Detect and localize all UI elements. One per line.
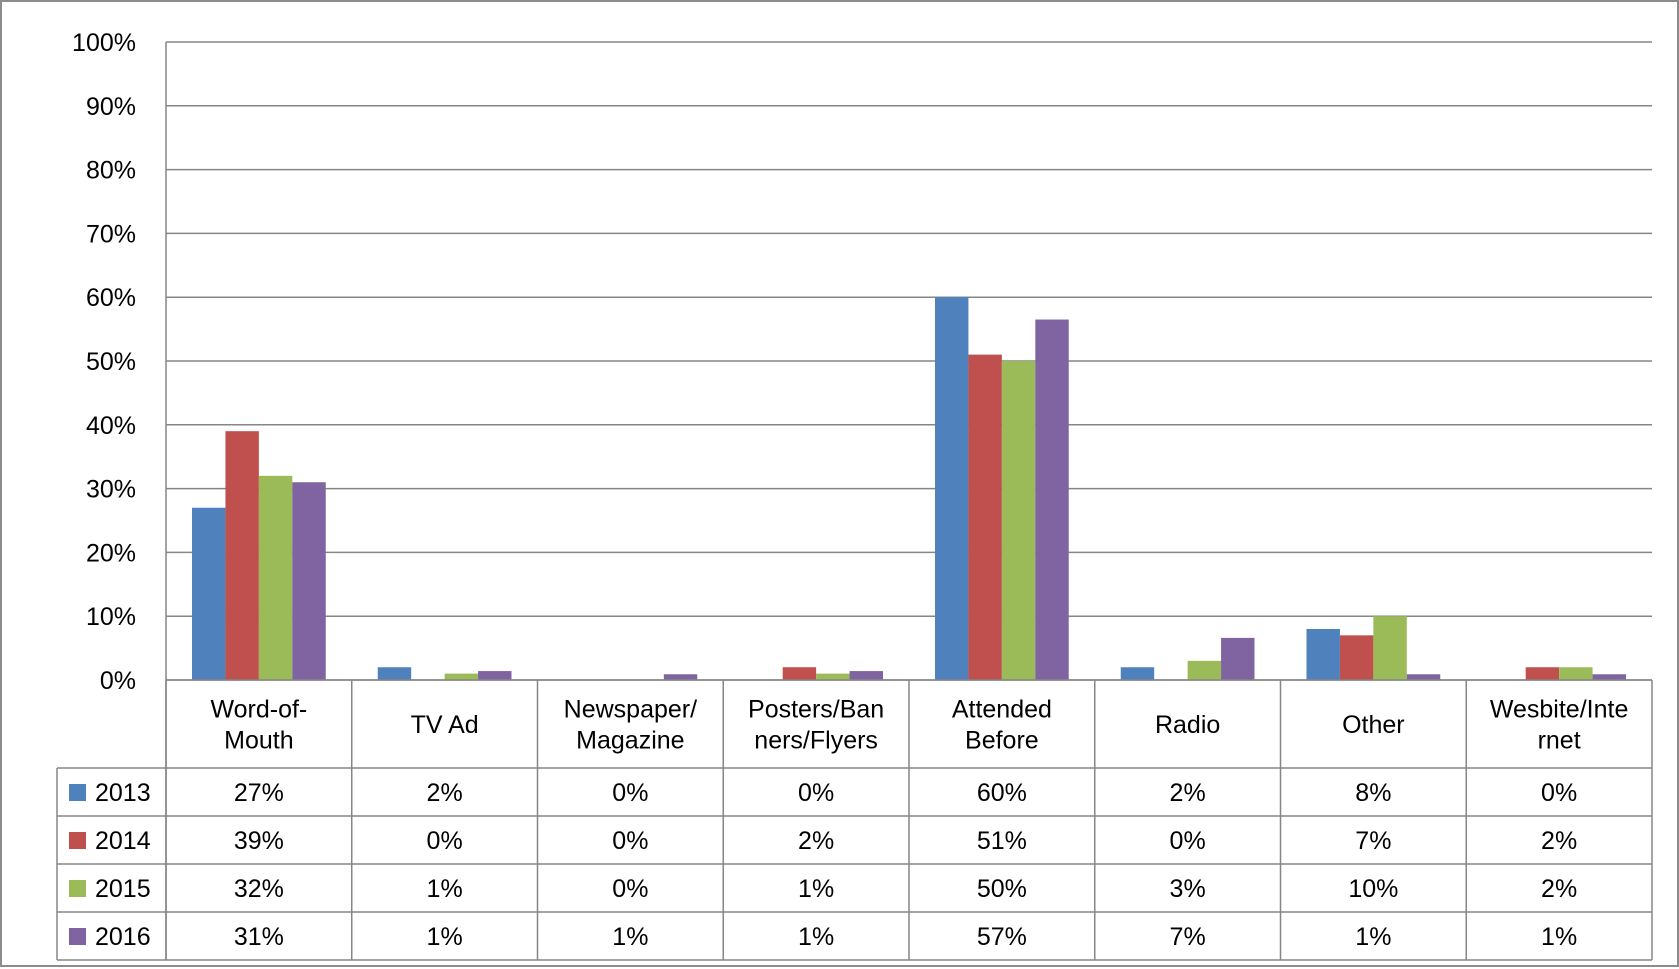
data-label: 1% [612,923,648,951]
data-label: 7% [1170,923,1206,951]
bar-2014-0 [225,431,259,680]
data-label: 10% [1348,875,1398,903]
legend-key-2013 [69,784,86,801]
data-label: 39% [234,827,284,855]
data-label: 1% [427,875,463,903]
data-label: 1% [1355,923,1391,951]
y-tick-label: 70% [86,220,136,248]
y-tick-label: 80% [86,157,136,185]
legend-key-2015 [69,880,86,897]
data-label: 50% [977,875,1027,903]
data-label: 2% [1170,779,1206,807]
data-label: 2% [1541,827,1577,855]
y-tick-label: 50% [86,348,136,376]
bar-2016-1 [478,671,512,680]
data-label: 0% [612,779,648,807]
y-tick-label: 30% [86,476,136,504]
bar-2016-3 [849,671,883,680]
bar-2015-5 [1187,660,1222,680]
data-label: 2% [798,827,834,855]
data-label: 57% [977,923,1027,951]
data-label: 0% [1541,779,1577,807]
legend-label: 2015 [95,875,151,903]
bar-2016-4 [1035,319,1069,680]
legend-label: 2013 [95,779,151,807]
bar-2016-5 [1221,637,1255,680]
category-label: Attended Before [952,696,1052,755]
y-tick-label: 100% [72,29,136,57]
legend-key-2014 [69,832,86,849]
data-label: 1% [427,923,463,951]
y-axis-ticks: 0% 10% 20% 30% 40% 50% 60% 70% 80% 90% 100% [72,29,136,695]
bar-2015-4 [1001,361,1036,680]
data-label: 7% [1355,827,1391,855]
bar-2013-0 [192,507,226,680]
legend-label: 2014 [95,827,151,855]
bar-2013-4 [935,297,969,680]
bar-2015-6 [1373,616,1407,680]
y-tick-label: 90% [86,93,136,121]
legend-key-2016 [69,928,86,945]
data-label: 1% [798,923,834,951]
data-label: 60% [977,779,1027,807]
bar-2014-7 [1525,667,1560,680]
data-label: 27% [234,779,284,807]
category-label: Radio [1155,711,1220,739]
data-label: 31% [234,923,284,951]
bar-2016-7 [1592,674,1626,680]
data-table: Word-of-Mouth TV Ad Newspaper/Magazine Post… [56,680,1653,961]
bar-2014-4 [968,354,1002,680]
bars [192,297,1626,680]
y-tick-label: 60% [86,284,136,312]
legend-label: 2016 [95,923,151,951]
category-label: Word-of-Mouth [210,696,307,755]
data-label: 3% [1170,875,1206,903]
data-label: 0% [427,827,463,855]
data-label: 51% [977,827,1027,855]
data-label: 0% [612,875,648,903]
bar-2014-6 [1339,635,1374,680]
category-label: Wesbite/Inte rnet [1490,696,1629,755]
data-label: 0% [798,779,834,807]
category-label: TV Ad [411,711,479,739]
data-label: 0% [612,827,648,855]
data-label: 1% [1541,923,1577,951]
y-tick-label: 40% [86,412,136,440]
bar-2015-3 [816,673,850,680]
data-label: 32% [234,875,284,903]
bar-2014-3 [782,667,817,680]
category-label: Newspaper/Magazine [564,696,697,755]
data-label: 8% [1355,779,1391,807]
bar-2015-1 [444,673,479,680]
gridlines [166,41,1652,681]
bar-2013-5 [1120,667,1155,680]
bar-2016-2 [663,674,698,680]
bar-2015-7 [1559,667,1593,680]
bar-2016-0 [292,482,326,680]
bar-2015-0 [258,475,293,680]
data-label: 1% [798,875,834,903]
bar-2013-1 [377,667,412,680]
y-tick-label: 20% [86,539,136,567]
data-label: 2% [427,779,463,807]
bar-2013-6 [1306,628,1340,680]
data-label: 0% [1170,827,1206,855]
data-label: 2% [1541,875,1577,903]
category-label: Posters/Ban ners/Flyers [748,696,884,755]
y-tick-label: 10% [86,603,136,631]
bar-2016-6 [1406,674,1441,680]
y-tick-label: 0% [100,667,136,695]
category-label: Other [1342,711,1405,739]
